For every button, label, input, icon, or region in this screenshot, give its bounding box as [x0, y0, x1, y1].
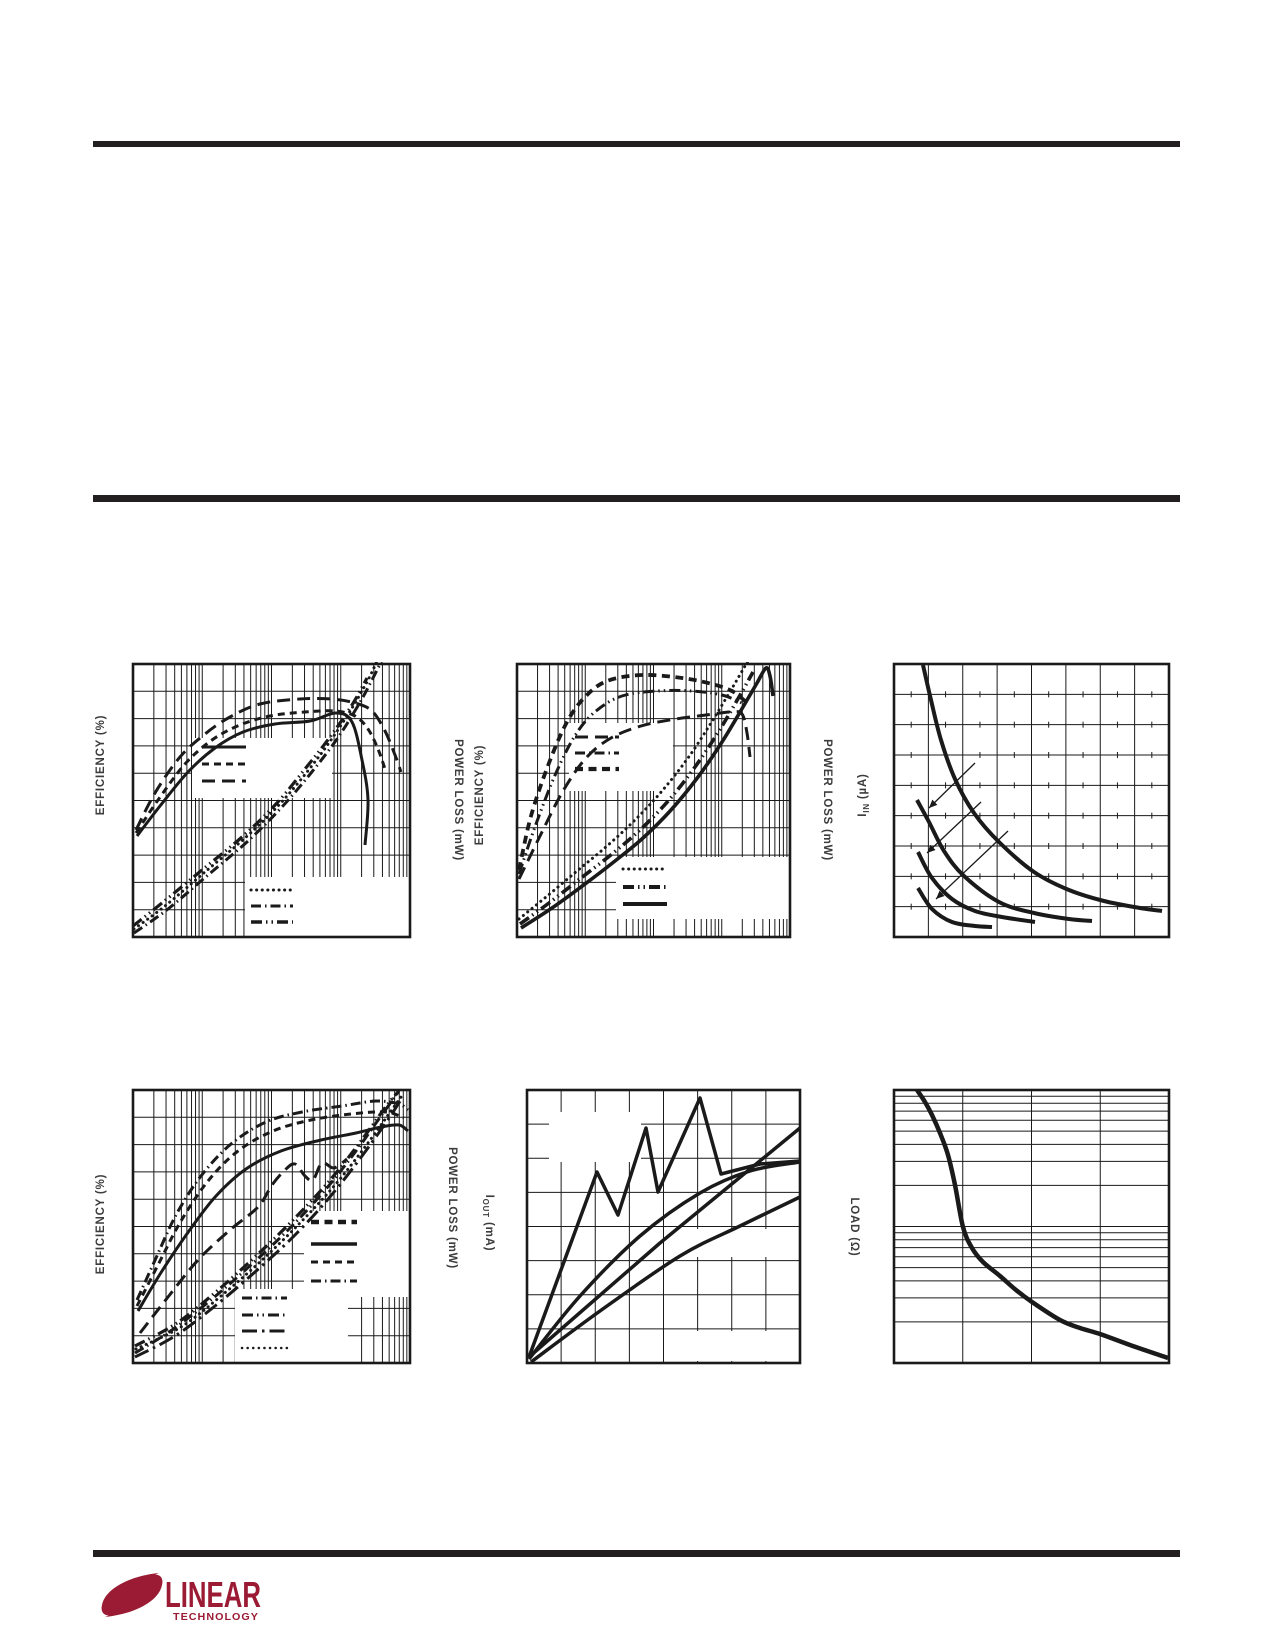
curve-dotted	[132, 662, 379, 931]
series-curves	[132, 662, 403, 935]
series-curves	[915, 1088, 1169, 1361]
curve-dotted	[134, 1091, 406, 1351]
series-curves	[134, 1090, 409, 1359]
footer-rule	[93, 1550, 1180, 1557]
plot-frame	[525, 1088, 802, 1365]
curve-dashdot	[135, 1099, 409, 1301]
curve-dashdot	[134, 1090, 401, 1355]
curve-solid	[529, 1195, 801, 1364]
plot-frame	[131, 1088, 412, 1365]
curve-dashdot	[133, 662, 383, 935]
section-rule	[93, 495, 1180, 502]
axis-label: POWER LOSS (mW)	[821, 739, 833, 861]
stripped-text-box	[549, 1112, 641, 1162]
axis-label: EFFICIENCY (%)	[95, 715, 107, 815]
curve-longdash	[134, 696, 403, 831]
curve-dashdotdot	[517, 688, 743, 875]
curve-dashed	[135, 1110, 405, 1307]
curve-dashdotlong	[134, 1097, 404, 1359]
axis-label: LOAD (Ω)	[848, 1197, 860, 1256]
plot-frame	[515, 662, 792, 939]
logo-wordmark: LINEAR	[165, 1574, 261, 1615]
series-curves	[915, 664, 1163, 929]
annotation-arrow	[928, 762, 976, 809]
header-rule	[93, 141, 1180, 147]
curve-solid	[136, 1123, 409, 1312]
curve-heavydash	[517, 673, 747, 871]
chart-6-load-bottom-right: LOAD (Ω)	[848, 1088, 1171, 1365]
curve-solid	[916, 851, 1036, 924]
curve-longdash	[517, 710, 752, 880]
lt-emblem-upper-blade	[101, 1573, 159, 1616]
axis-label: IOUT (mA)	[481, 1195, 495, 1252]
curve-dotted	[517, 662, 750, 921]
curve-solid	[527, 1160, 801, 1361]
grid	[893, 663, 1170, 938]
curve-solid	[135, 711, 370, 846]
curve-dashdotdot	[132, 677, 369, 928]
chart-5-iout-bottom-middle: IOUT (mA)	[481, 1088, 802, 1365]
legend-box	[616, 857, 789, 919]
curve-solid	[527, 1126, 802, 1359]
curve-solid	[915, 1088, 1169, 1361]
curve-dashdotdot	[518, 671, 755, 926]
curve-solid	[527, 1096, 801, 1358]
legend-box	[235, 1289, 348, 1362]
axis-label: IIN (µA)	[857, 773, 871, 816]
axis-label: POWER LOSS (mW)	[446, 1147, 458, 1269]
chart-3-iin-top-right: IIN (µA)	[857, 662, 1171, 939]
annotation-arrow	[935, 830, 1009, 900]
lt-emblem-lower-blade	[105, 1574, 163, 1617]
chart-2-efficiency-top-middle: EFFICIENCY (%) POWER LOSS (mW)	[474, 662, 833, 939]
legend-box	[304, 1211, 410, 1297]
curve-solid	[915, 799, 1093, 923]
axis-label: EFFICIENCY (%)	[95, 1174, 107, 1274]
stripped-text-box	[688, 1331, 799, 1361]
plot-frame	[131, 662, 412, 939]
axis-label: EFFICIENCY (%)	[474, 745, 486, 845]
curve-solid	[520, 666, 775, 930]
curve-solid	[916, 886, 993, 929]
plot-frame	[892, 1088, 1171, 1365]
legend-box	[245, 877, 409, 936]
annotation-arrow	[926, 801, 982, 854]
series-curves	[527, 1096, 802, 1364]
chart-4-efficiency-bottom-left: EFFICIENCY (%) POWER LOSS (mW)	[95, 1088, 458, 1365]
series-curves	[517, 662, 775, 930]
minor-ticks	[910, 691, 1153, 910]
linear-technology-logo: LINEAR TECHNOLOGY	[101, 1573, 261, 1623]
plot-frame	[892, 662, 1171, 939]
axis-label: POWER LOSS (mW)	[452, 739, 464, 861]
curve-dashed	[134, 709, 388, 834]
logo-subtext: TECHNOLOGY	[173, 1611, 259, 1623]
grid	[893, 1089, 1170, 1364]
curve-solid	[921, 664, 1163, 913]
curve-dashdotdot	[134, 1090, 400, 1348]
chart-1-efficiency-top-left: EFFICIENCY (%) POWER LOSS (mW)	[95, 662, 464, 939]
